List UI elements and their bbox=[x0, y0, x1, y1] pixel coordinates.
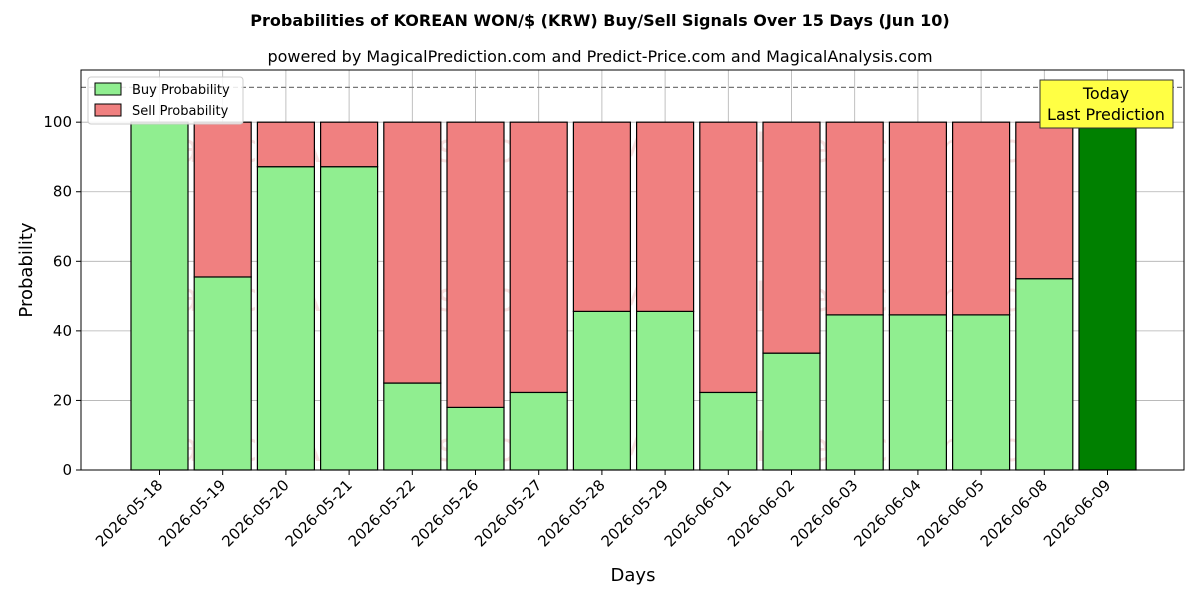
bars bbox=[130, 121, 1137, 471]
buy-bar-2026-06-04 bbox=[888, 314, 948, 471]
today-annotation: Today Last Prediction bbox=[1039, 79, 1174, 129]
buy-bar-2026-05-28 bbox=[572, 310, 632, 471]
buy-bar-2026-05-27 bbox=[509, 391, 568, 471]
y-tick-label-4: 80 bbox=[53, 183, 72, 201]
sell-bar-2026-05-26 bbox=[446, 121, 505, 408]
buy-bar-2026-05-29 bbox=[635, 310, 695, 471]
chart-subtitle: powered by MagicalPrediction.com and Pre… bbox=[267, 47, 932, 66]
buy-bar-2026-05-26 bbox=[446, 406, 505, 471]
legend: Buy Probability Sell Probability bbox=[87, 76, 244, 125]
today-annotation-line1: Today bbox=[1082, 84, 1129, 103]
chart-title: Probabilities of KOREAN WON/$ (KRW) Buy/… bbox=[250, 11, 949, 30]
x-tick-label-4: 2026-05-22 bbox=[345, 476, 419, 550]
sell-bar-2026-05-21 bbox=[320, 121, 379, 168]
buy-bar-2026-06-01 bbox=[699, 391, 758, 471]
x-tick-label-9: 2026-06-01 bbox=[661, 476, 735, 550]
x-tick-label-12: 2026-06-04 bbox=[850, 476, 924, 550]
sell-bar-2026-05-22 bbox=[383, 121, 442, 384]
y-tick-label-5: 100 bbox=[43, 113, 72, 131]
sell-bar-2026-06-04 bbox=[888, 121, 948, 316]
plot-frame bbox=[80, 69, 1185, 471]
y-tick-label-3: 60 bbox=[53, 252, 72, 270]
sell-bar-2026-06-01 bbox=[699, 121, 758, 394]
buy-bar-2026-05-22 bbox=[383, 382, 442, 471]
buy-bar-2026-05-20 bbox=[256, 166, 315, 471]
y-axis-ticks: 0 20 40 60 80 100 bbox=[43, 113, 81, 479]
sell-bar-2026-06-03 bbox=[825, 121, 884, 316]
x-tick-label-5: 2026-05-26 bbox=[408, 476, 482, 550]
y-tick-label-0: 0 bbox=[62, 461, 72, 479]
today-annotation-box bbox=[1039, 79, 1174, 129]
buy-bar-2026-06-02 bbox=[762, 352, 821, 471]
y-axis-label: Probability bbox=[16, 222, 37, 317]
sell-bar-2026-06-08 bbox=[1015, 121, 1074, 280]
x-tick-label-3: 2026-05-21 bbox=[282, 476, 356, 550]
today-annotation-line2: Last Prediction bbox=[1047, 105, 1165, 124]
x-tick-label-7: 2026-05-28 bbox=[534, 476, 608, 550]
x-tick-label-8: 2026-05-29 bbox=[598, 476, 672, 550]
sell-bar-2026-05-28 bbox=[572, 121, 632, 312]
buy-bar-2026-05-19 bbox=[193, 276, 252, 471]
sell-bar-2026-05-27 bbox=[509, 121, 568, 394]
buy-bar-2026-05-21 bbox=[320, 166, 379, 471]
sell-bar-2026-06-02 bbox=[762, 121, 821, 354]
legend-box bbox=[87, 76, 244, 125]
sell-bar-2026-05-20 bbox=[256, 121, 315, 168]
x-tick-label-0: 2026-05-18 bbox=[92, 476, 166, 550]
legend-swatch-sell bbox=[94, 103, 122, 117]
x-axis-label: Days bbox=[611, 565, 656, 586]
x-tick-label-6: 2026-05-27 bbox=[471, 476, 545, 550]
buy-bar-2026-06-05 bbox=[951, 314, 1011, 471]
legend-label-buy: Buy Probability bbox=[132, 83, 230, 98]
buy-bar-2026-05-18 bbox=[130, 121, 189, 471]
x-tick-label-1: 2026-05-19 bbox=[155, 476, 229, 550]
y-tick-label-2: 40 bbox=[53, 322, 72, 340]
sell-bar-2026-05-19 bbox=[193, 121, 252, 278]
x-tick-label-11: 2026-06-03 bbox=[787, 476, 861, 550]
x-tick-label-14: 2026-06-08 bbox=[977, 476, 1051, 550]
x-tick-label-2: 2026-05-20 bbox=[218, 476, 292, 550]
legend-swatch-buy bbox=[94, 82, 122, 96]
y-tick-label-1: 20 bbox=[53, 391, 72, 409]
x-tick-label-13: 2026-06-05 bbox=[914, 476, 988, 550]
sell-bar-2026-06-05 bbox=[951, 121, 1011, 316]
buy-bar-2026-06-03 bbox=[825, 314, 884, 471]
legend-label-sell: Sell Probability bbox=[132, 104, 229, 119]
x-axis-ticks: 2026-05-182026-05-192026-05-202026-05-21… bbox=[92, 470, 1114, 550]
x-tick-label-10: 2026-06-02 bbox=[724, 476, 798, 550]
x-tick-label-15: 2026-06-09 bbox=[1040, 476, 1114, 550]
buy-bar-2026-06-09 bbox=[1078, 121, 1137, 471]
sell-bar-2026-05-29 bbox=[635, 121, 695, 312]
buy-bar-2026-06-08 bbox=[1015, 278, 1074, 471]
